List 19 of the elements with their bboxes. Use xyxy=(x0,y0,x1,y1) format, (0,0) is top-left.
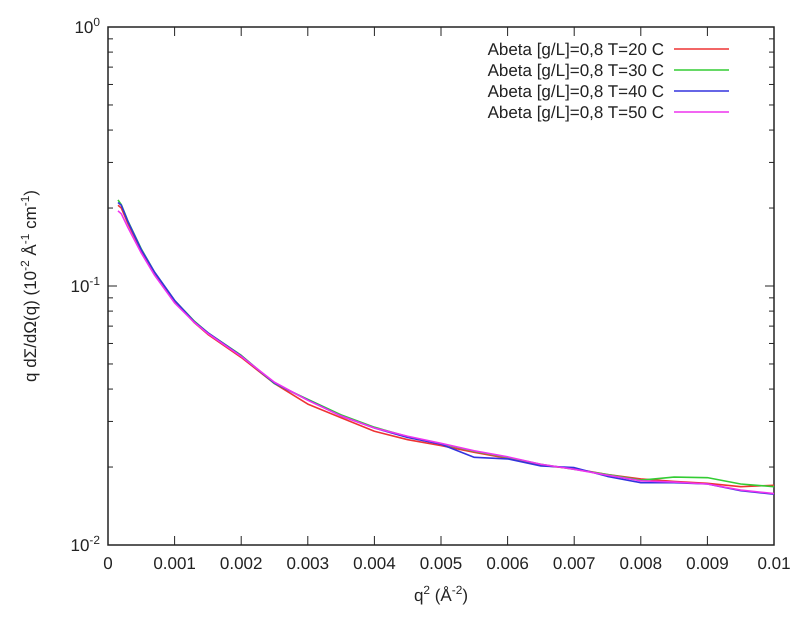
y-tick-label: 10$^{-1}$ xyxy=(70,274,100,296)
x-tick-label: 0.002 xyxy=(220,554,262,573)
x-tick-label: 0.005 xyxy=(420,554,462,573)
y-tick-label: 10$^{-2}$ xyxy=(70,533,100,555)
x-tick-label: 0.004 xyxy=(353,554,396,573)
x-tick-label: 0.007 xyxy=(552,554,596,573)
x-axis-title: q$^{2}$ (Å$^{-2}$) xyxy=(414,583,468,605)
x-tick-label: 0.001 xyxy=(153,554,196,573)
y-tick-label: 10$^{0}$ xyxy=(74,15,100,37)
x-tick-label: 0.008 xyxy=(620,554,662,573)
x-tick-label: 0.01 xyxy=(757,554,791,573)
x-tick-label: 0 xyxy=(103,554,113,573)
x-tick-label: 0.006 xyxy=(486,554,529,573)
x-tick-label: 0.009 xyxy=(686,554,729,573)
x-tick-label: 0.003 xyxy=(286,554,330,573)
legend-label: Abeta [g/L]=0,8 T=30 C xyxy=(488,61,664,80)
legend-label: Abeta [g/L]=0,8 T=40 C xyxy=(488,82,664,101)
legend-label: Abeta [g/L]=0,8 T=20 C xyxy=(488,40,664,59)
legend-label: Abeta [g/L]=0,8 T=50 C xyxy=(488,103,664,122)
